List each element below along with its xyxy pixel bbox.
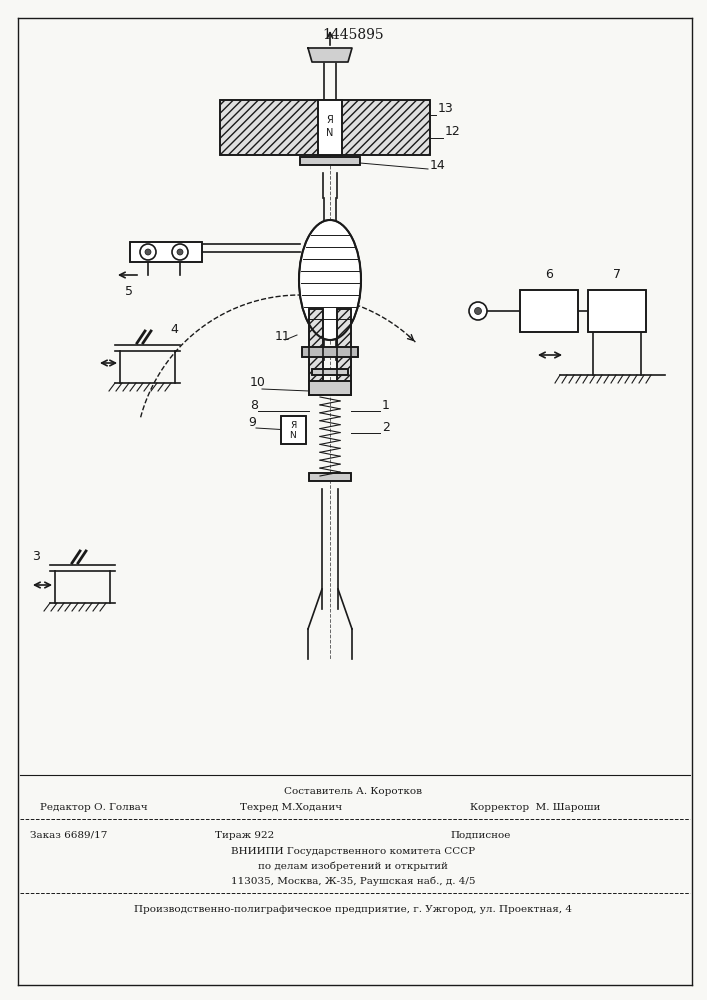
Text: Составитель А. Коротков: Составитель А. Коротков [284, 786, 422, 796]
Bar [312, 369, 348, 375]
Circle shape [469, 302, 487, 320]
Bar [130, 242, 202, 262]
Text: Тираж 922: Тираж 922 [215, 830, 274, 840]
Bar [281, 416, 306, 444]
Bar [300, 157, 360, 165]
Text: 1445895: 1445895 [322, 28, 384, 42]
Circle shape [474, 308, 481, 314]
Bar [300, 157, 360, 165]
Text: ВНИИПИ Государственного комитета СССР: ВНИИПИ Государственного комитета СССР [231, 846, 475, 856]
Circle shape [145, 249, 151, 255]
Text: Корректор  М. Шароши: Корректор М. Шароши [470, 802, 600, 812]
Text: 12: 12 [445, 125, 461, 138]
Text: Техред М.Ходанич: Техред М.Ходанич [240, 802, 342, 812]
Text: 2: 2 [382, 421, 390, 434]
Text: 8: 8 [250, 399, 258, 412]
Polygon shape [308, 48, 352, 62]
Text: 6: 6 [545, 268, 553, 281]
Bar [337, 309, 351, 395]
Text: Подписное: Подписное [450, 830, 510, 840]
Text: 11: 11 [275, 330, 291, 343]
Text: Производственно-полиграфическое предприятие, г. Ужгород, ул. Проектная, 4: Производственно-полиграфическое предприя… [134, 904, 572, 914]
Bar [309, 381, 351, 395]
Text: Я: Я [290, 422, 296, 430]
Bar [220, 100, 430, 155]
Bar [220, 100, 430, 155]
Bar [302, 347, 358, 357]
Bar [309, 473, 351, 481]
Text: по делам изобретений и открытий: по делам изобретений и открытий [258, 861, 448, 871]
Text: Редактор О. Голвач: Редактор О. Голвач [40, 802, 148, 812]
Text: Я: Я [327, 115, 334, 125]
Bar [309, 309, 323, 395]
Bar [302, 347, 358, 357]
Circle shape [177, 249, 183, 255]
Bar [309, 381, 351, 395]
Bar [520, 290, 578, 332]
Bar [318, 100, 342, 155]
Bar [337, 309, 351, 395]
Text: 5: 5 [125, 285, 133, 298]
Text: 10: 10 [250, 376, 266, 389]
Bar [312, 369, 348, 375]
Bar [309, 473, 351, 481]
Bar [588, 290, 646, 332]
Text: 14: 14 [430, 159, 445, 172]
Text: 7: 7 [613, 268, 621, 281]
Circle shape [140, 244, 156, 260]
Text: 13: 13 [438, 102, 454, 115]
Text: N: N [327, 128, 334, 138]
Text: 4: 4 [170, 323, 178, 336]
Text: 1: 1 [382, 399, 390, 412]
Bar [281, 416, 306, 444]
Bar [588, 290, 646, 332]
Text: 9: 9 [248, 416, 256, 429]
Text: Заказ 6689/17: Заказ 6689/17 [30, 830, 107, 840]
Bar [309, 309, 323, 395]
Ellipse shape [299, 220, 361, 340]
Text: 3: 3 [32, 550, 40, 563]
Text: N: N [290, 432, 296, 440]
Bar [130, 242, 202, 262]
Bar [318, 100, 342, 155]
Bar [520, 290, 578, 332]
Circle shape [172, 244, 188, 260]
Text: 113035, Москва, Ж-35, Раушская наб., д. 4/5: 113035, Москва, Ж-35, Раушская наб., д. … [230, 876, 475, 886]
